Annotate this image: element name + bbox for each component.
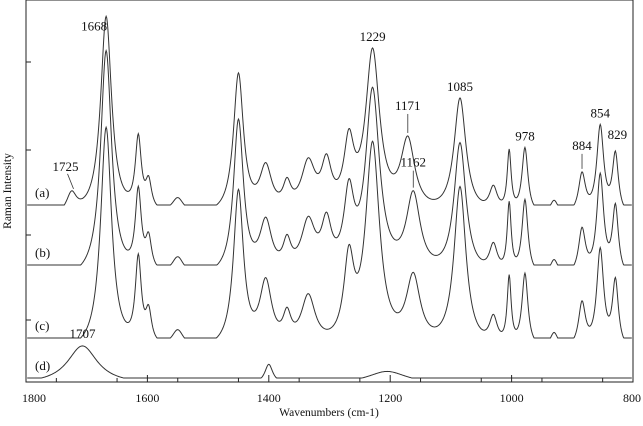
series-line bbox=[27, 345, 632, 379]
x-tick-label: 800 bbox=[623, 391, 641, 405]
x-axis-ticks: 1800 1600 1400 1200 1000 800 bbox=[22, 375, 641, 405]
x-tick-label: 1800 bbox=[22, 391, 46, 405]
y-axis-title: Raman Intensity bbox=[2, 153, 14, 229]
spectra-traces bbox=[27, 14, 632, 379]
peak-label: 1707 bbox=[70, 326, 97, 341]
peak-annotations: 1668 1725 1229 1171 1085 978 884 854 829 1162 1707 bbox=[53, 18, 628, 341]
x-tick-label: 1400 bbox=[257, 391, 281, 405]
peak-label: 978 bbox=[515, 128, 535, 143]
peak-label: 1668 bbox=[81, 18, 107, 33]
series-line bbox=[27, 125, 632, 339]
plot-frame bbox=[25, 0, 634, 383]
y-axis-ticks bbox=[26, 61, 31, 321]
peak-label: 1171 bbox=[395, 98, 421, 113]
x-tick-label: 1600 bbox=[135, 391, 159, 405]
peak-label: 1725 bbox=[53, 159, 79, 174]
annotation-leader bbox=[67, 173, 74, 190]
peak-label: 854 bbox=[590, 105, 610, 120]
peak-label: 1162 bbox=[401, 155, 427, 170]
x-tick-label: 1000 bbox=[500, 391, 524, 405]
series-label: (c) bbox=[35, 318, 49, 333]
x-tick-label: 1200 bbox=[378, 391, 402, 405]
series-line bbox=[27, 14, 632, 206]
peak-label: 884 bbox=[572, 138, 592, 153]
peak-label: 829 bbox=[608, 127, 628, 142]
series-label: (a) bbox=[35, 185, 49, 200]
x-axis-title: Wavenumbers (cm-1) bbox=[279, 407, 379, 419]
trace-labels: (a) (b) (c) (d) bbox=[35, 185, 50, 373]
series-line bbox=[27, 48, 632, 266]
series-label: (d) bbox=[35, 358, 50, 373]
peak-label: 1229 bbox=[360, 29, 386, 44]
peak-label: 1085 bbox=[447, 79, 473, 94]
series-label: (b) bbox=[35, 245, 50, 260]
